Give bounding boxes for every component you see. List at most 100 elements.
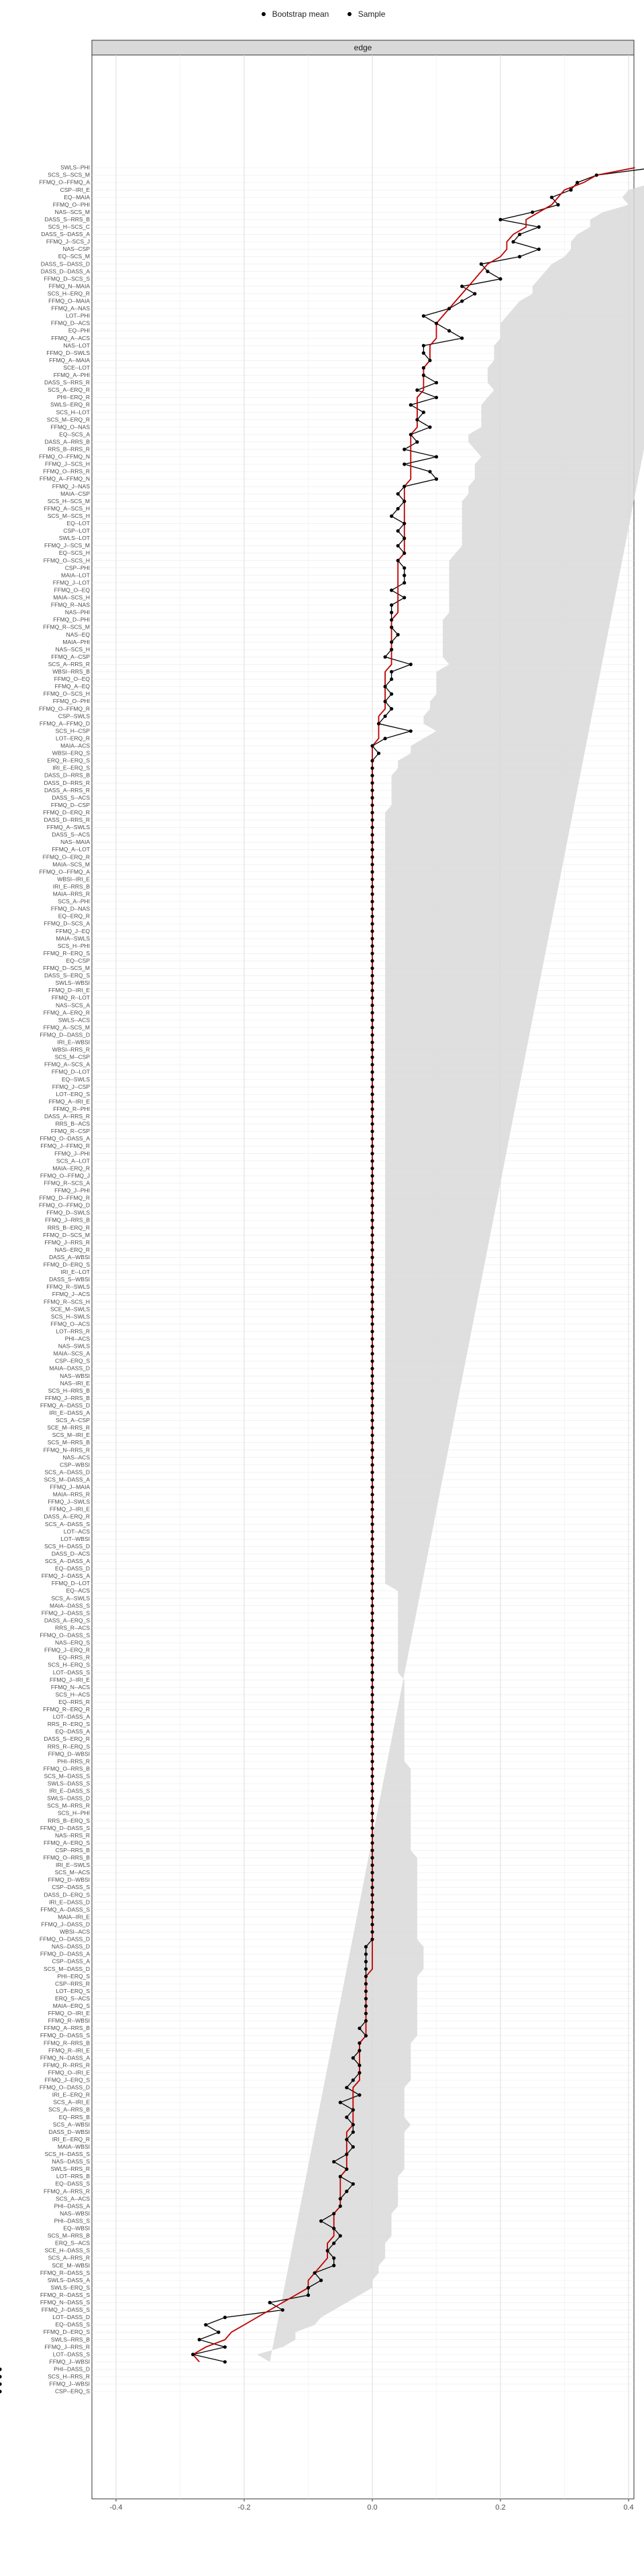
sample-point [370, 1315, 374, 1319]
sample-point [370, 988, 374, 993]
y-tick-label: FFMQ_D--DASS_D [40, 1031, 90, 1038]
sample-point [370, 1359, 374, 1363]
y-tick-label: FFMQ_R--SCS_H [44, 1298, 90, 1305]
y-tick-label: LOT--DASS_S [53, 2351, 91, 2357]
y-tick-label: SCS_H--ERQ_S [48, 1662, 90, 1668]
ci-band [257, 185, 644, 2362]
y-tick-label: FFMQ_O--ACS [50, 1320, 90, 1327]
y-tick-label: LOT--RRS_R [56, 1328, 90, 1334]
facet-strip [91, 40, 635, 56]
y-tick-label: EQ--RRS_R [58, 1699, 90, 1705]
y-tick-label: LOT--DASS_A [53, 1713, 91, 1720]
y-tick-label: FFMQ_J--SCS_H [45, 461, 90, 468]
sample-point [370, 936, 374, 941]
y-tick-label: FFMQ_R--RRS_B [44, 2039, 90, 2046]
sample-point [364, 2011, 368, 2016]
y-tick-label: FFMQ_R--SCS_M [43, 624, 90, 631]
legend: Bootstrap mean Sample [0, 9, 644, 19]
y-tick-label: SCS_A--LOT [56, 1157, 90, 1164]
y-tick-label: ERQ_R--ERQ_S [47, 757, 90, 764]
y-tick-label: MAIA--SCS_H [53, 594, 90, 601]
sample-point [370, 1522, 374, 1526]
y-tick-label: NAS--PHI [65, 609, 90, 616]
sample-point [402, 536, 407, 541]
y-tick-label: DASS_S--ERQ_R [44, 1735, 91, 1742]
y-tick-label: SCS_H--PHI [58, 1810, 90, 1817]
y-tick-label: MAIA--CSP [60, 490, 90, 497]
sample-point [345, 2152, 349, 2156]
y-tick-label: CSP--WBSI [60, 1461, 90, 1468]
y-tick-label: FFMQ_J--RRS_B [45, 1395, 90, 1401]
sample-point [511, 239, 515, 244]
sample-point [217, 2330, 221, 2334]
sample-point [325, 2249, 329, 2253]
sample-point [370, 1040, 374, 1044]
y-tick-label: CSP--IRI_E [60, 186, 91, 193]
y-tick-label: WBSI--ACS [60, 1929, 90, 1935]
y-tick-label: IRI_E--ERQ_S [52, 765, 90, 771]
facet-strip-label: edge [354, 43, 372, 52]
sample-point [434, 321, 439, 325]
y-tick-label: SCS_H--RRS_B [48, 1387, 91, 1394]
y-tick-label: FFMQ_N--DASS_S [40, 2299, 90, 2306]
y-tick-label: IRI_E--DASS_A [50, 1409, 91, 1416]
sample-point [370, 1589, 374, 1593]
sample-point [479, 262, 483, 266]
y-tick-label: NAS--SWLS [58, 1343, 91, 1350]
y-tick-label: FFMQ_R--CSP [51, 1128, 90, 1134]
sample-point [370, 1033, 374, 1037]
y-tick-label: ERQ_S--ACS [55, 2240, 90, 2247]
sample-point [390, 610, 394, 614]
sample-point [370, 1559, 374, 1563]
y-tick-label: SCE_H--DASS_S [44, 2247, 90, 2254]
sample-point [370, 1233, 374, 1237]
sample-point [370, 1159, 374, 1163]
y-tick-label: FFMQ_D--ERQ_S [44, 2328, 91, 2335]
y-tick-label: NAS--ACS [62, 1454, 90, 1460]
sample-point [370, 1537, 374, 1541]
sample-point [306, 2293, 311, 2297]
sample-point [370, 1433, 374, 1438]
y-tick-label: SWLS--DASS_D [47, 1795, 90, 1802]
sample-point [421, 411, 426, 415]
sample-point [332, 2263, 336, 2267]
sample-point [364, 1967, 368, 1971]
y-tick-label: RRS_R--ACS [55, 1624, 90, 1631]
sample-point [370, 1737, 374, 1741]
y-tick-label: SCS_A--WBSI [53, 2121, 90, 2128]
sample-point [370, 1915, 374, 1919]
sample-point [223, 2345, 227, 2349]
y-tick-label: CSP--RRS_B [56, 1847, 91, 1854]
y-tick-label: SWLS--RRS_R [50, 2165, 90, 2172]
y-tick-label: FFMQ_D--ERQ_R [43, 809, 90, 816]
y-tick-label: FFMQ_J--MAIA [50, 1484, 91, 1491]
y-tick-label: FFMQ_O--ERQ_R [43, 853, 90, 860]
sample-point [370, 1900, 374, 1904]
sample-point [370, 1136, 374, 1141]
y-tick-label: SCS_A--CSP [56, 1417, 90, 1424]
y-tick-label: FFMQ_A--ERQ_R [44, 1009, 90, 1016]
sample-point [319, 2219, 323, 2223]
sample-point [370, 1070, 374, 1074]
sample-point [370, 1441, 374, 1445]
y-tick-label: SCS_A--RRS_R [48, 661, 90, 667]
sample-point [370, 922, 374, 926]
sample-point [370, 1463, 374, 1467]
y-tick-label: FFMQ_O--EQ [54, 586, 91, 593]
sample-point [402, 462, 407, 466]
sample-point [370, 1189, 374, 1193]
y-tick-label: FFMQ_D--ERQ_S [44, 1261, 91, 1268]
y-tick-label: PHI--ERQ_R [57, 394, 90, 400]
y-tick-label: FFMQ_N--DASS_A [40, 2054, 90, 2061]
sample-point [421, 351, 426, 355]
y-tick-label: SCS_A--SWLS [51, 1595, 90, 1601]
sample-point [434, 477, 439, 481]
y-tick-label: FFMQ_J--SWLS [48, 1499, 90, 1505]
sample-point [351, 2056, 355, 2060]
sample-point [402, 596, 407, 600]
y-tick-label: DASS_S--WBSI [49, 1276, 90, 1283]
y-tick-label: IRI_E--ERQ_R [52, 2136, 90, 2143]
y-tick-label: NAS--SCS_A [56, 1002, 90, 1008]
sample-point [370, 877, 374, 881]
y-tick-label: EQ--WBSI [63, 2225, 90, 2232]
